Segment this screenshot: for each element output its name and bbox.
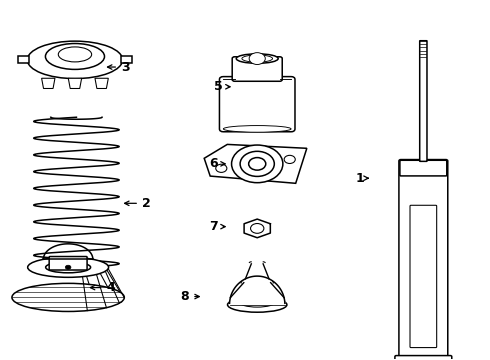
FancyBboxPatch shape — [410, 205, 437, 348]
Text: 5: 5 — [214, 80, 230, 93]
Text: 3: 3 — [107, 60, 129, 73]
Circle shape — [232, 145, 283, 183]
Ellipse shape — [46, 44, 104, 69]
FancyBboxPatch shape — [232, 57, 282, 81]
Polygon shape — [18, 57, 29, 63]
Ellipse shape — [227, 297, 287, 312]
FancyBboxPatch shape — [399, 159, 448, 358]
Polygon shape — [42, 78, 55, 89]
Polygon shape — [204, 144, 307, 183]
Ellipse shape — [12, 283, 124, 311]
Text: 1: 1 — [355, 172, 368, 185]
FancyBboxPatch shape — [395, 356, 452, 360]
Polygon shape — [68, 78, 82, 89]
Text: 2: 2 — [124, 197, 151, 210]
Circle shape — [284, 155, 295, 163]
Circle shape — [250, 224, 264, 233]
FancyBboxPatch shape — [49, 257, 87, 270]
FancyBboxPatch shape — [400, 160, 447, 176]
Circle shape — [65, 265, 71, 269]
Circle shape — [248, 158, 266, 170]
Polygon shape — [244, 219, 270, 238]
Circle shape — [249, 53, 265, 64]
Polygon shape — [121, 57, 132, 63]
Ellipse shape — [242, 55, 272, 62]
Circle shape — [216, 164, 227, 172]
Ellipse shape — [236, 54, 278, 63]
Ellipse shape — [239, 297, 275, 307]
Text: 4: 4 — [90, 281, 115, 294]
FancyBboxPatch shape — [420, 41, 427, 161]
Ellipse shape — [27, 257, 109, 277]
Ellipse shape — [46, 262, 91, 273]
Circle shape — [240, 151, 274, 176]
FancyBboxPatch shape — [220, 77, 295, 132]
Ellipse shape — [223, 126, 291, 132]
Text: 7: 7 — [209, 220, 225, 233]
Polygon shape — [95, 78, 108, 89]
Ellipse shape — [27, 41, 122, 78]
Text: 8: 8 — [181, 290, 199, 303]
Ellipse shape — [58, 47, 92, 62]
Text: 6: 6 — [209, 157, 225, 170]
Polygon shape — [229, 276, 285, 305]
